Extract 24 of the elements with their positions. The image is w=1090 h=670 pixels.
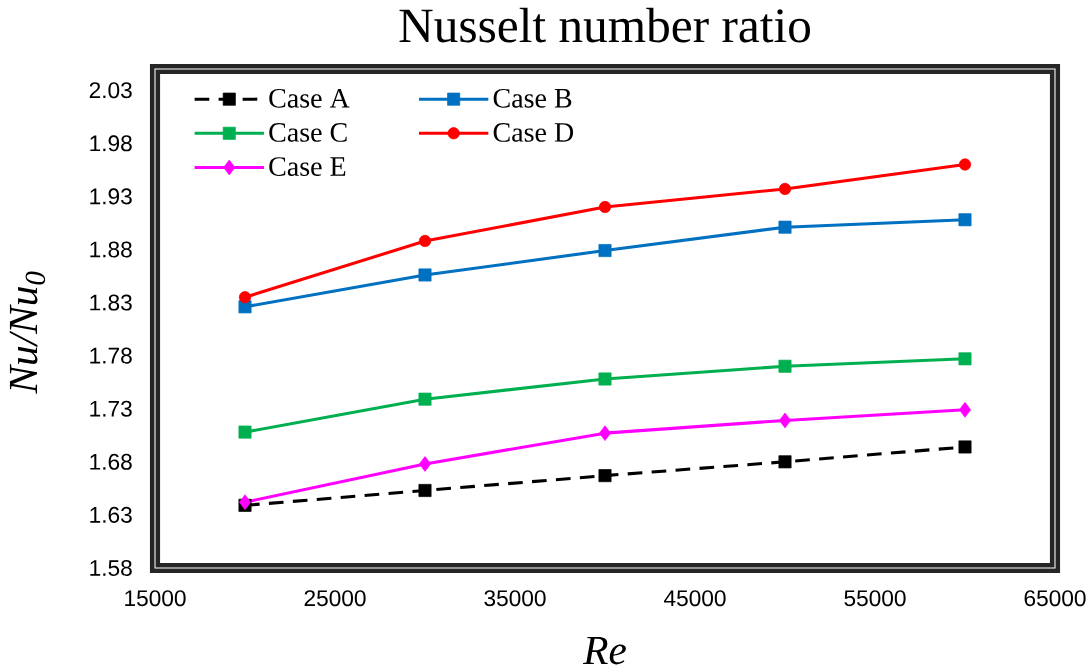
- legend-label: Case C: [269, 123, 347, 142]
- x-tick-label: 55000: [844, 590, 906, 607]
- legend-label: Case A: [269, 88, 350, 108]
- y-tick-label: 1.83: [90, 294, 132, 311]
- x-tick-label: 25000: [304, 590, 366, 607]
- y-tick-label: 1.63: [90, 506, 132, 523]
- y-tick-label: 1.93: [90, 188, 132, 205]
- legend-label: Case B: [493, 88, 572, 108]
- x-tick-label: 65000: [1024, 590, 1086, 607]
- y-tick-label: 1.68: [90, 453, 132, 470]
- legend-label: Case D: [493, 123, 574, 142]
- y-tick-label: 1.73: [90, 400, 132, 417]
- y-tick-label: 1.78: [90, 347, 132, 364]
- y-tick-label: 2.03: [89, 82, 132, 99]
- y-axis-title: Nu/Nu$_{0}$: [9, 271, 46, 394]
- x-axis-title: Re: [582, 636, 626, 665]
- y-tick-label: 1.88: [90, 241, 132, 258]
- x-tick-label: 15000: [125, 590, 186, 607]
- y-tick-label: 1.98: [90, 135, 132, 152]
- x-tick-label: 35000: [484, 590, 546, 607]
- x-tick-label: 45000: [664, 590, 726, 607]
- y-tick-label: 1.58: [90, 559, 132, 577]
- chart-title: Nusselt number ratio: [399, 7, 810, 43]
- legend-label: Case E: [269, 157, 346, 176]
